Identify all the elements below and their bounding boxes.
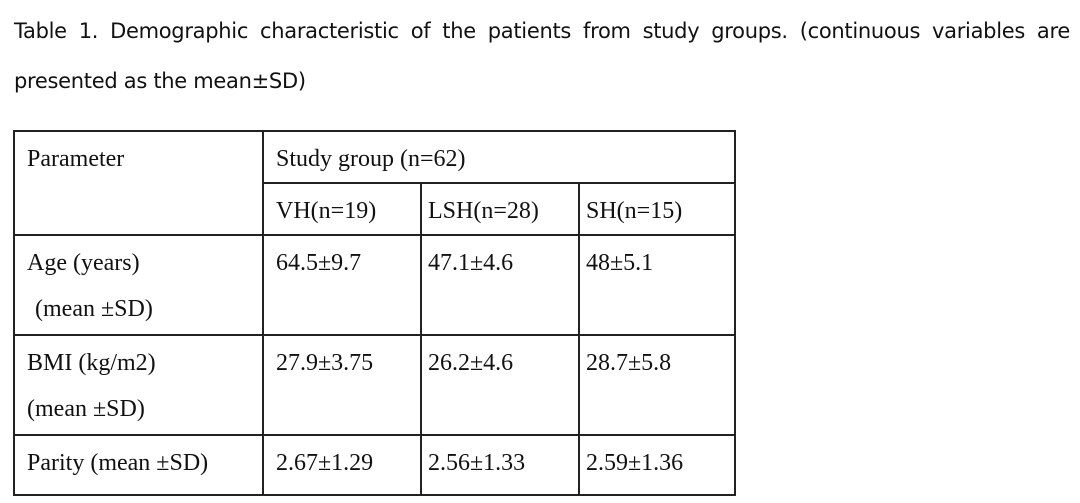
header-row: VH(n=19) LSH(n=28) SH(n=15)	[14, 182, 736, 236]
data-cell: 48±5.1	[578, 234, 736, 336]
header-cell: Study group (n=62)	[262, 130, 736, 184]
header-cell: SH(n=15)	[578, 182, 736, 236]
label-line: Parity (mean ±SD)	[27, 450, 209, 476]
data-table: Parameter Study group (n=62) VH(n=19) LSH(n…	[13, 130, 736, 496]
row-label: Parity (mean ±SD)	[13, 434, 264, 496]
label-line: (mean ±SD)	[27, 396, 145, 422]
data-cell: 26.2±4.6	[420, 334, 580, 436]
data-cell: 2.56±1.33	[420, 434, 580, 496]
row-label: Age (years) (mean ±SD)	[13, 234, 264, 336]
label-line: Age (years)	[27, 250, 140, 276]
table-row: BMI (kg/m2) (mean ±SD) 27.9±3.75 26.2±4.6 28…	[13, 334, 736, 436]
header-cell: Parameter	[13, 130, 264, 236]
data-cell: 2.67±1.29	[262, 434, 422, 496]
data-cell: 47.1±4.6	[420, 234, 580, 336]
row-label: BMI (kg/m2) (mean ±SD)	[13, 334, 264, 436]
label-line: BMI (kg/m2)	[27, 350, 156, 376]
table-caption: Table 1. Demographic characteristic of t…	[14, 19, 1070, 93]
data-cell: 64.5±9.7	[262, 234, 422, 336]
data-cell: 2.59±1.36	[578, 434, 736, 496]
header-cell: VH(n=19)	[262, 182, 422, 236]
data-cell: 27.9±3.75	[262, 334, 422, 436]
data-cell: 28.7±5.8	[578, 334, 736, 436]
table-row: Age (years) (mean ±SD) 64.5±9.7 47.1±4.6 48±…	[13, 234, 736, 336]
table-row: Parity (mean ±SD) 2.67±1.29 2.56±1.33 2.59±…	[13, 434, 736, 496]
label-line: (mean ±SD)	[35, 296, 153, 322]
header-row: Parameter Study group (n=62)	[13, 130, 736, 236]
header-cell: LSH(n=28)	[420, 182, 580, 236]
